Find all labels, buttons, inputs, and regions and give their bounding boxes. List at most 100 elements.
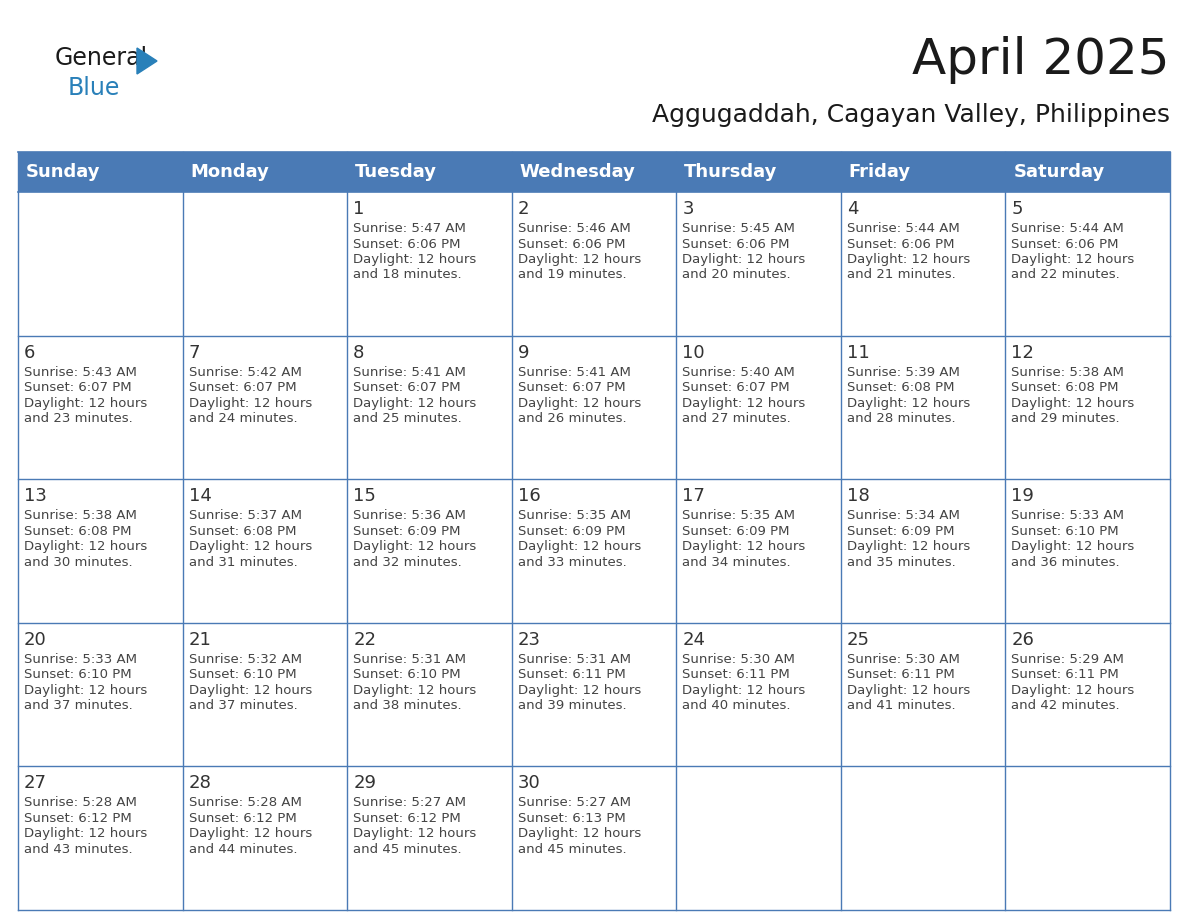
Text: 22: 22 <box>353 631 377 649</box>
Text: Sunset: 6:11 PM: Sunset: 6:11 PM <box>847 668 955 681</box>
Text: Sunrise: 5:38 AM: Sunrise: 5:38 AM <box>24 509 137 522</box>
Text: Sunset: 6:06 PM: Sunset: 6:06 PM <box>682 238 790 251</box>
Text: Sunset: 6:07 PM: Sunset: 6:07 PM <box>24 381 132 394</box>
Text: Sunset: 6:10 PM: Sunset: 6:10 PM <box>353 668 461 681</box>
Text: Sunset: 6:08 PM: Sunset: 6:08 PM <box>847 381 954 394</box>
Bar <box>512 767 676 910</box>
Bar <box>1005 336 1170 479</box>
Bar <box>347 622 512 767</box>
Bar <box>183 336 347 479</box>
Text: Daylight: 12 hours: Daylight: 12 hours <box>682 397 805 409</box>
Bar <box>676 622 841 767</box>
Bar <box>841 336 1005 479</box>
Text: and 22 minutes.: and 22 minutes. <box>1011 268 1120 282</box>
Text: 11: 11 <box>847 343 870 362</box>
Text: 12: 12 <box>1011 343 1035 362</box>
Bar <box>1005 767 1170 910</box>
Text: General: General <box>55 46 148 70</box>
Bar <box>1005 479 1170 622</box>
Text: Daylight: 12 hours: Daylight: 12 hours <box>189 827 311 840</box>
Bar <box>183 622 347 767</box>
Bar <box>676 192 841 336</box>
Text: Daylight: 12 hours: Daylight: 12 hours <box>518 684 642 697</box>
Text: 30: 30 <box>518 775 541 792</box>
Text: Sunrise: 5:28 AM: Sunrise: 5:28 AM <box>189 797 302 810</box>
Bar <box>18 479 183 622</box>
Text: 3: 3 <box>682 200 694 218</box>
Bar <box>347 192 512 336</box>
Text: Sunrise: 5:30 AM: Sunrise: 5:30 AM <box>847 653 960 666</box>
Text: Sunrise: 5:27 AM: Sunrise: 5:27 AM <box>518 797 631 810</box>
Text: Sunrise: 5:39 AM: Sunrise: 5:39 AM <box>847 365 960 378</box>
Text: Sunrise: 5:46 AM: Sunrise: 5:46 AM <box>518 222 631 235</box>
Text: and 18 minutes.: and 18 minutes. <box>353 268 462 282</box>
Text: and 28 minutes.: and 28 minutes. <box>847 412 955 425</box>
Text: 27: 27 <box>24 775 48 792</box>
Bar <box>347 479 512 622</box>
Text: 2: 2 <box>518 200 529 218</box>
Text: April 2025: April 2025 <box>912 36 1170 84</box>
Text: and 36 minutes.: and 36 minutes. <box>1011 555 1120 568</box>
Text: Sunday: Sunday <box>26 163 101 181</box>
Text: Sunset: 6:11 PM: Sunset: 6:11 PM <box>682 668 790 681</box>
Text: and 31 minutes.: and 31 minutes. <box>189 555 297 568</box>
Text: Daylight: 12 hours: Daylight: 12 hours <box>847 540 971 554</box>
Text: 6: 6 <box>24 343 36 362</box>
Text: Sunset: 6:08 PM: Sunset: 6:08 PM <box>189 525 296 538</box>
Bar <box>183 479 347 622</box>
Text: Sunset: 6:07 PM: Sunset: 6:07 PM <box>189 381 296 394</box>
Text: Sunrise: 5:30 AM: Sunrise: 5:30 AM <box>682 653 795 666</box>
Text: Sunrise: 5:41 AM: Sunrise: 5:41 AM <box>353 365 466 378</box>
Text: and 45 minutes.: and 45 minutes. <box>518 843 626 856</box>
Text: and 44 minutes.: and 44 minutes. <box>189 843 297 856</box>
Text: and 23 minutes.: and 23 minutes. <box>24 412 133 425</box>
Text: Blue: Blue <box>68 76 120 100</box>
Bar <box>18 767 183 910</box>
Text: Sunrise: 5:35 AM: Sunrise: 5:35 AM <box>682 509 795 522</box>
Text: and 41 minutes.: and 41 minutes. <box>847 700 955 712</box>
Text: and 27 minutes.: and 27 minutes. <box>682 412 791 425</box>
Text: Sunset: 6:09 PM: Sunset: 6:09 PM <box>682 525 790 538</box>
Text: Sunset: 6:08 PM: Sunset: 6:08 PM <box>24 525 132 538</box>
Text: Daylight: 12 hours: Daylight: 12 hours <box>1011 540 1135 554</box>
Text: Daylight: 12 hours: Daylight: 12 hours <box>24 827 147 840</box>
Text: and 24 minutes.: and 24 minutes. <box>189 412 297 425</box>
Bar <box>1005 192 1170 336</box>
Text: Sunrise: 5:44 AM: Sunrise: 5:44 AM <box>847 222 960 235</box>
Text: Sunrise: 5:41 AM: Sunrise: 5:41 AM <box>518 365 631 378</box>
Bar <box>512 192 676 336</box>
Text: Sunrise: 5:29 AM: Sunrise: 5:29 AM <box>1011 653 1124 666</box>
Text: and 26 minutes.: and 26 minutes. <box>518 412 626 425</box>
Text: Daylight: 12 hours: Daylight: 12 hours <box>682 253 805 266</box>
Text: Monday: Monday <box>190 163 270 181</box>
Text: and 45 minutes.: and 45 minutes. <box>353 843 462 856</box>
Bar <box>676 767 841 910</box>
Text: Daylight: 12 hours: Daylight: 12 hours <box>353 684 476 697</box>
Bar <box>841 622 1005 767</box>
Text: Sunset: 6:08 PM: Sunset: 6:08 PM <box>1011 381 1119 394</box>
Text: and 32 minutes.: and 32 minutes. <box>353 555 462 568</box>
Text: 23: 23 <box>518 631 541 649</box>
Bar <box>841 192 1005 336</box>
Text: Sunset: 6:06 PM: Sunset: 6:06 PM <box>847 238 954 251</box>
Text: and 29 minutes.: and 29 minutes. <box>1011 412 1120 425</box>
Polygon shape <box>137 48 157 74</box>
Text: Daylight: 12 hours: Daylight: 12 hours <box>518 540 642 554</box>
Text: Daylight: 12 hours: Daylight: 12 hours <box>24 684 147 697</box>
Text: Daylight: 12 hours: Daylight: 12 hours <box>189 397 311 409</box>
Text: Sunset: 6:07 PM: Sunset: 6:07 PM <box>353 381 461 394</box>
Text: 21: 21 <box>189 631 211 649</box>
Text: Daylight: 12 hours: Daylight: 12 hours <box>24 397 147 409</box>
Text: and 19 minutes.: and 19 minutes. <box>518 268 626 282</box>
Text: and 40 minutes.: and 40 minutes. <box>682 700 791 712</box>
Text: Daylight: 12 hours: Daylight: 12 hours <box>518 397 642 409</box>
Text: Daylight: 12 hours: Daylight: 12 hours <box>353 827 476 840</box>
Text: 5: 5 <box>1011 200 1023 218</box>
Text: Daylight: 12 hours: Daylight: 12 hours <box>1011 253 1135 266</box>
Text: Sunrise: 5:42 AM: Sunrise: 5:42 AM <box>189 365 302 378</box>
Text: Sunset: 6:11 PM: Sunset: 6:11 PM <box>1011 668 1119 681</box>
Text: 1: 1 <box>353 200 365 218</box>
Text: 17: 17 <box>682 487 706 505</box>
Text: and 37 minutes.: and 37 minutes. <box>189 700 297 712</box>
Text: and 39 minutes.: and 39 minutes. <box>518 700 626 712</box>
